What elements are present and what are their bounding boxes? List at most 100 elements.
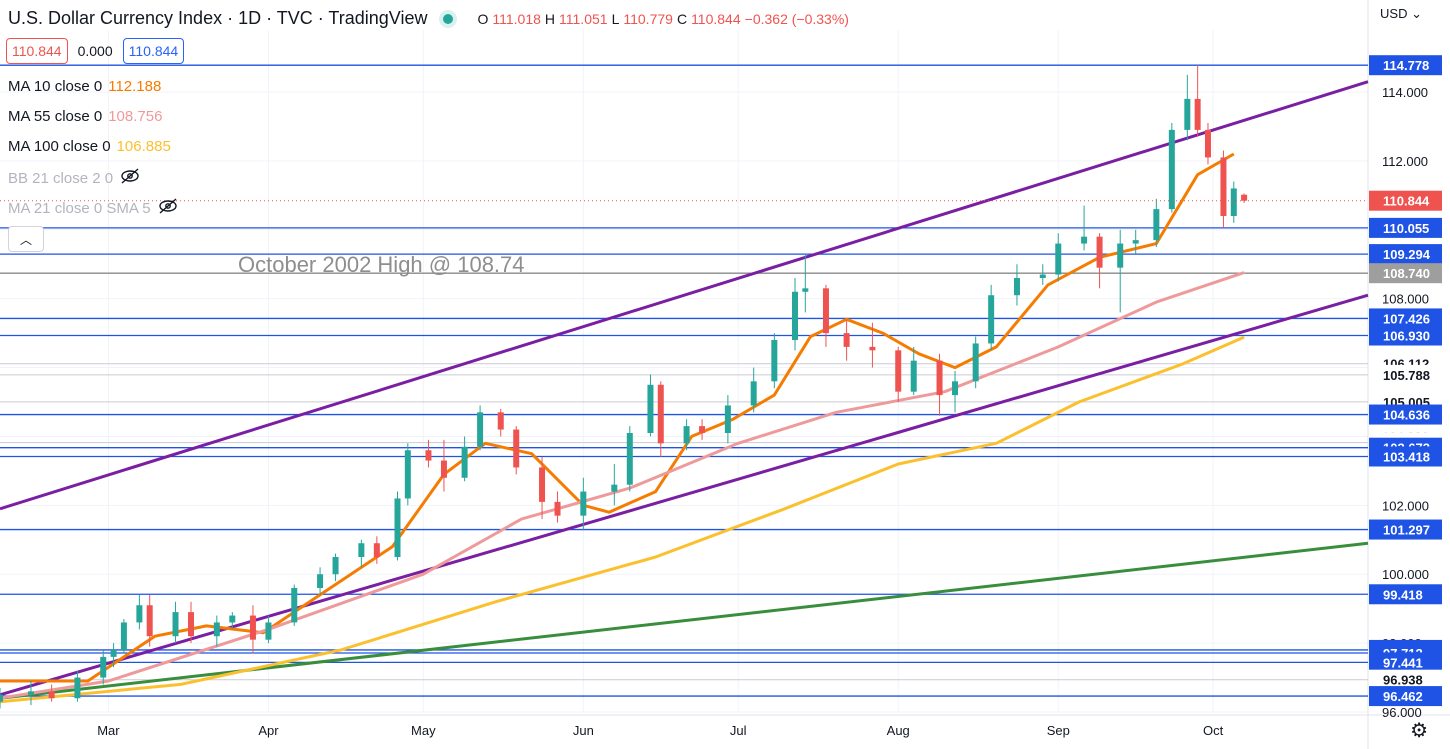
x-tick-label: Jul — [730, 723, 747, 738]
candle — [1241, 193, 1248, 203]
candle — [1117, 229, 1124, 313]
price-level-tag — [1369, 686, 1442, 707]
price-level-tag — [1369, 404, 1442, 425]
price-level-label: 106.930 — [1383, 329, 1430, 344]
candle — [373, 536, 380, 564]
candle-body — [580, 491, 587, 516]
candle-body — [74, 677, 81, 699]
candle — [291, 584, 298, 626]
eye-off-icon[interactable] — [119, 168, 141, 188]
indicator-row[interactable]: MA 10 close 0 112.188 — [8, 78, 161, 95]
candle — [699, 419, 706, 440]
indicator-row[interactable]: BB 21 close 2 0 — [8, 168, 141, 188]
x-tick-label: Oct — [1203, 723, 1224, 738]
collapse-legend-button[interactable]: ︿ — [8, 226, 44, 252]
low-value: 110.779 — [623, 10, 673, 27]
candle-body — [1132, 240, 1139, 244]
currency-selector[interactable]: USD ⌄ — [1380, 6, 1422, 21]
candle — [477, 405, 484, 451]
candle — [110, 643, 117, 668]
candle-body — [404, 450, 411, 499]
candle-body — [1081, 236, 1088, 244]
trendline — [0, 80, 1369, 511]
indicator-row[interactable]: MA 55 close 0 108.756 — [8, 108, 162, 125]
gear-icon[interactable]: ⚙ — [1410, 720, 1428, 742]
price-level-label: 103.418 — [1383, 449, 1430, 464]
candle-body — [291, 588, 298, 623]
candle — [936, 353, 943, 416]
x-tick-label: Aug — [887, 723, 910, 738]
candle-body — [0, 694, 3, 702]
price-level-tag — [1369, 669, 1442, 690]
candle-body — [110, 650, 117, 657]
candle-body — [1241, 194, 1248, 201]
price-level-label: 101.297 — [1383, 523, 1430, 538]
candle — [1013, 264, 1020, 306]
candle — [1081, 205, 1088, 251]
candle — [952, 371, 959, 413]
candle-body — [1153, 209, 1160, 241]
candle-body — [440, 460, 447, 478]
candle-body — [750, 381, 757, 406]
candle-body — [358, 543, 365, 557]
chevron-up-icon: ︿ — [19, 232, 32, 247]
candle — [394, 491, 401, 561]
y-tick-label: 112.000 — [1382, 154, 1428, 169]
candle — [146, 594, 153, 647]
price-level-label: 96.938 — [1383, 673, 1423, 688]
candle-body — [172, 612, 179, 637]
candle-body — [120, 622, 127, 650]
candle — [539, 457, 546, 520]
change-value: −0.362 (−0.33%) — [744, 10, 849, 27]
candle — [74, 670, 81, 702]
candle — [249, 605, 256, 654]
candle — [683, 419, 690, 451]
candle — [265, 615, 272, 644]
candle-body — [100, 656, 107, 678]
candle — [1230, 181, 1237, 223]
moving-average-line — [0, 335, 1245, 704]
candle-body — [802, 288, 809, 292]
candle — [172, 601, 179, 644]
candle-body — [647, 384, 654, 433]
last-price-label: 110.844 — [1383, 194, 1430, 209]
candle — [213, 615, 220, 647]
candle-body — [539, 467, 546, 502]
indicator-row[interactable]: MA 100 close 0 106.885 — [8, 138, 171, 155]
candle — [611, 464, 618, 506]
close-value: 110.844 — [691, 10, 741, 27]
candle-body — [843, 333, 850, 347]
indicator-label: BB 21 close 2 0 — [8, 169, 114, 187]
candle-body — [952, 381, 959, 396]
price-level-label: 97.441 — [1383, 655, 1423, 670]
indicator-row[interactable]: MA 21 close 0 SMA 5 — [8, 198, 179, 218]
eye-off-icon[interactable] — [157, 198, 179, 218]
indicator-value: 108.756 — [108, 108, 163, 125]
candle — [843, 319, 850, 361]
symbol-title[interactable]: U.S. Dollar Currency Index · 1D · TVC · … — [8, 8, 428, 28]
candle — [461, 436, 468, 482]
candle — [188, 601, 195, 644]
sell-price-button[interactable]: 110.844 — [6, 38, 68, 64]
candle-body — [48, 691, 55, 699]
price-level-label: 108.740 — [1383, 266, 1430, 281]
candle — [869, 322, 876, 368]
high-value: 111.051 — [559, 10, 608, 27]
candle — [1132, 229, 1139, 254]
indicator-label: MA 100 close 0 — [8, 138, 111, 155]
buy-price-button[interactable]: 110.844 — [122, 38, 185, 64]
y-tick-label: 108.000 — [1382, 292, 1429, 307]
candle — [425, 439, 432, 468]
candle — [332, 553, 339, 582]
candle — [100, 650, 107, 685]
price-level-label: 107.426 — [1383, 311, 1430, 326]
candle — [404, 443, 411, 506]
candle-body — [626, 433, 633, 485]
candle — [1153, 198, 1160, 247]
candle — [791, 278, 798, 351]
x-tick-label: Jun — [573, 723, 594, 738]
candle-body — [683, 426, 690, 444]
candle-body — [1055, 243, 1062, 275]
price-level-label: 109.294 — [1383, 247, 1431, 262]
